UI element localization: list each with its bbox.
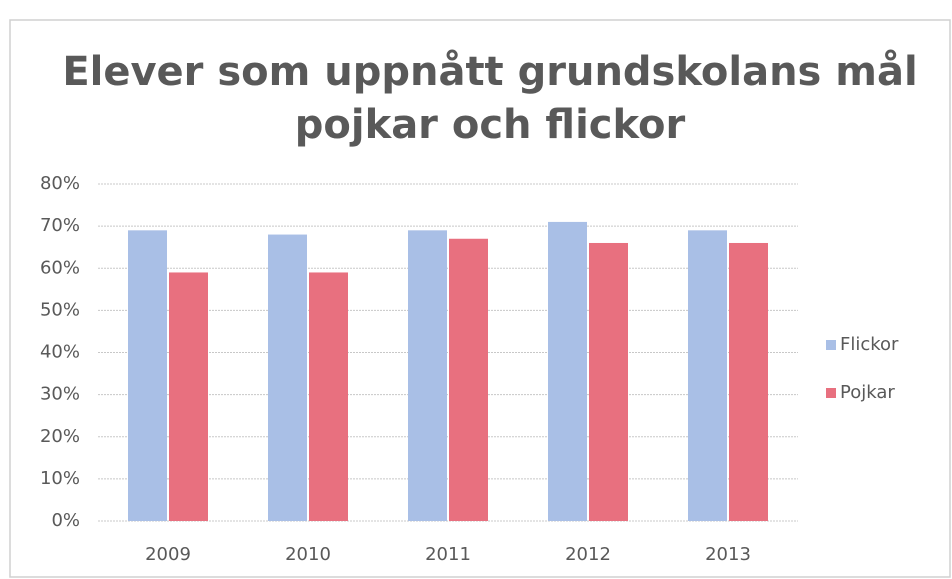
y-tick-label: 40% [40,342,80,363]
y-tick-label: 50% [40,299,80,320]
y-tick-label: 70% [40,215,80,236]
bar [449,238,488,521]
bar [729,242,768,521]
x-tick-label: 2012 [565,544,611,565]
bar [309,272,348,521]
chart-title: Elever som uppnått grundskolans mål [62,48,917,95]
bar [128,230,167,521]
bar [589,242,628,521]
y-tick-label: 80% [40,173,80,194]
bar [268,234,307,522]
x-tick-label: 2010 [285,544,331,565]
legend-label: Flickor [840,334,899,355]
chart-title: pojkar och flickor [295,102,686,148]
y-tick-label: 0% [51,510,80,531]
y-tick-label: 60% [40,257,80,278]
x-tick-label: 2009 [145,544,191,565]
y-tick-label: 10% [40,468,80,489]
y-tick-label: 30% [40,384,80,405]
legend-label: Pojkar [840,382,895,403]
x-tick-label: 2013 [705,544,751,565]
legend-swatch [826,340,836,350]
bar [688,230,727,521]
bar [548,221,587,521]
bar [169,272,208,521]
legend-swatch [826,388,836,398]
y-tick-label: 20% [40,426,80,447]
bar [408,230,447,521]
x-tick-label: 2011 [425,544,471,565]
